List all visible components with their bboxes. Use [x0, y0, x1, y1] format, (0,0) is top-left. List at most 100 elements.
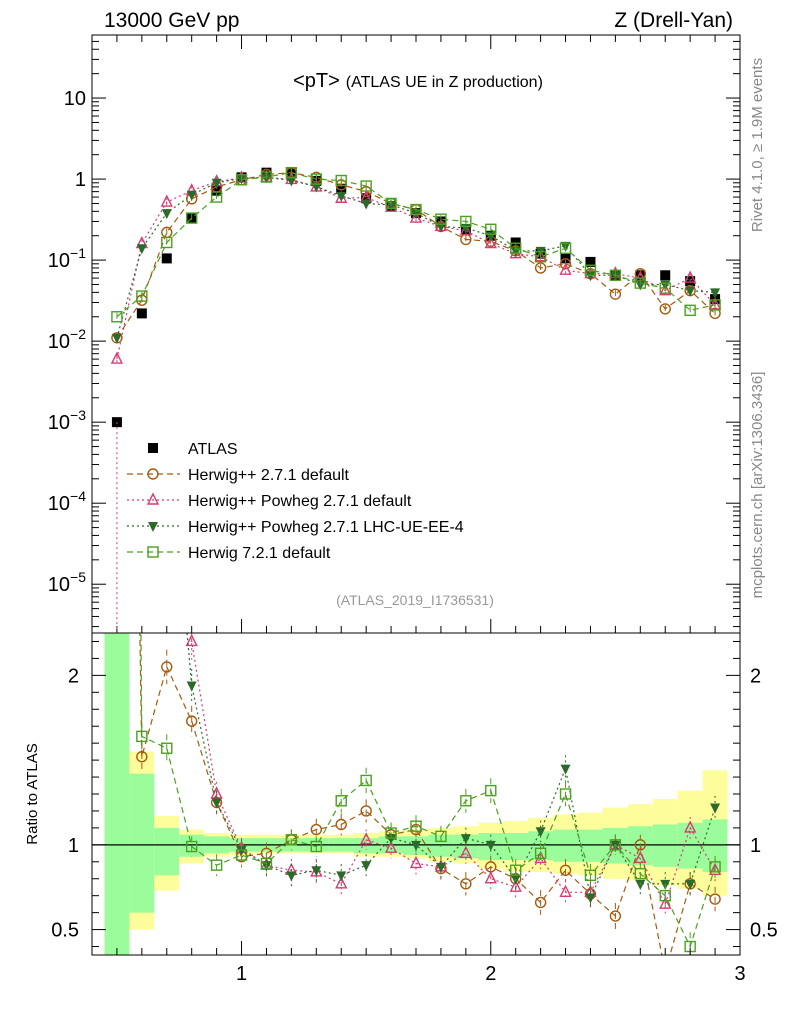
data-point	[161, 209, 172, 220]
data-point	[185, 840, 198, 853]
series-line-herwig_271	[116, 172, 716, 339]
main-frame	[91, 34, 741, 634]
data-point	[709, 861, 721, 873]
data-point	[435, 862, 446, 873]
data-point	[534, 262, 547, 274]
band-inner-bin	[179, 834, 205, 857]
data-point	[361, 199, 372, 210]
data-point	[459, 845, 472, 859]
data-point	[111, 333, 122, 344]
data-point	[584, 869, 597, 882]
data-point	[409, 210, 423, 223]
data-point	[660, 270, 671, 281]
data-point	[162, 400, 172, 410]
data-point	[136, 290, 148, 302]
ratio-y-tick-label-right: 1	[750, 835, 761, 857]
data-point	[609, 288, 622, 300]
series-line-powheg_default	[190, 633, 716, 906]
data-point	[459, 223, 472, 236]
legend-marker-herwig_721	[147, 546, 159, 558]
data-point	[460, 878, 472, 890]
data-point	[585, 256, 596, 267]
data-point	[360, 832, 373, 845]
data-point	[211, 798, 222, 809]
legend-label-herwig_271: Herwig++ 2.7.1 default	[188, 467, 350, 484]
series-herwig_271	[111, 166, 721, 344]
legend-marker-atlas	[148, 443, 158, 453]
data-point	[634, 839, 647, 851]
x-tick-label: 3	[734, 963, 745, 985]
data-point	[285, 166, 298, 179]
data-point	[210, 786, 223, 799]
data-point	[386, 200, 397, 211]
x-tick-labels: 1 2 3	[236, 963, 746, 985]
data-point	[584, 264, 597, 276]
data-point	[435, 222, 446, 233]
data-point	[336, 191, 347, 202]
data-point	[559, 258, 572, 270]
data-point	[185, 212, 198, 224]
legend-label-powheg_lhc: Herwig++ Powheg 2.7.1 LHC-UE-EE-4	[188, 519, 464, 536]
ratio-y-tick-label: 2	[68, 665, 79, 687]
data-point	[411, 840, 421, 851]
band-inner-bin	[553, 829, 578, 862]
data-point	[286, 871, 297, 882]
plot-title: <pT> (ATLAS UE in Z production)	[293, 70, 543, 92]
data-point	[360, 805, 372, 817]
data-point	[186, 681, 197, 692]
data-point	[659, 282, 671, 294]
ratio-y-tick-label: 0.5	[51, 920, 79, 942]
header-left: 13000 GeV pp	[104, 9, 239, 32]
data-point	[186, 190, 197, 201]
rivet-version-label: Rivet 4.1.0, ≥ 1.9M events	[749, 58, 766, 232]
data-point	[210, 191, 223, 203]
header-right: Z (Drell-Yan)	[614, 9, 733, 32]
legend-label-herwig_721: Herwig 7.2.1 default	[188, 545, 331, 562]
data-point	[136, 751, 148, 763]
data-point	[335, 795, 347, 807]
data-point	[710, 288, 721, 299]
data-point	[260, 857, 273, 870]
data-point	[710, 803, 721, 814]
data-point	[285, 834, 298, 846]
band-inner-bin	[677, 822, 703, 869]
data-point	[310, 823, 323, 836]
data-point	[460, 215, 472, 228]
data-point	[161, 236, 173, 249]
data-point	[136, 308, 147, 319]
data-point	[560, 764, 571, 775]
data-point	[659, 889, 671, 902]
data-point	[311, 182, 322, 193]
main-series-layer	[110, 166, 722, 633]
data-point	[260, 171, 273, 183]
data-point	[534, 251, 547, 263]
data-point	[634, 867, 647, 880]
data-point	[235, 174, 248, 186]
data-point	[185, 715, 198, 727]
y-tick-label: 10−5	[48, 569, 86, 596]
series-line-powheg_lhc	[116, 176, 716, 338]
data-point	[634, 277, 647, 289]
y-tick-label: 10−4	[48, 488, 86, 515]
data-point	[684, 270, 697, 283]
y-tick-label: 10−3	[48, 407, 86, 434]
data-point	[110, 351, 124, 364]
data-point	[609, 839, 622, 851]
series-herwig_721	[111, 166, 721, 323]
data-point	[211, 185, 222, 196]
y-tick-label: 10−1	[48, 245, 86, 272]
data-point	[385, 197, 397, 210]
legend-marker-herwig_271	[147, 468, 159, 480]
data-point	[435, 830, 447, 843]
series-powheg_default	[185, 633, 722, 917]
data-point	[161, 742, 173, 754]
band-inner-bin	[104, 633, 130, 955]
ratio-panel: 0.5 0.5 1 1 2 2 1 2 3 Ratio to ATLAS	[24, 400, 778, 985]
data-point	[684, 304, 696, 317]
data-point	[534, 850, 547, 864]
data-point	[136, 730, 148, 743]
data-point	[708, 862, 722, 875]
data-point	[361, 193, 372, 204]
data-point	[635, 280, 646, 291]
ratio-axes	[91, 640, 741, 955]
